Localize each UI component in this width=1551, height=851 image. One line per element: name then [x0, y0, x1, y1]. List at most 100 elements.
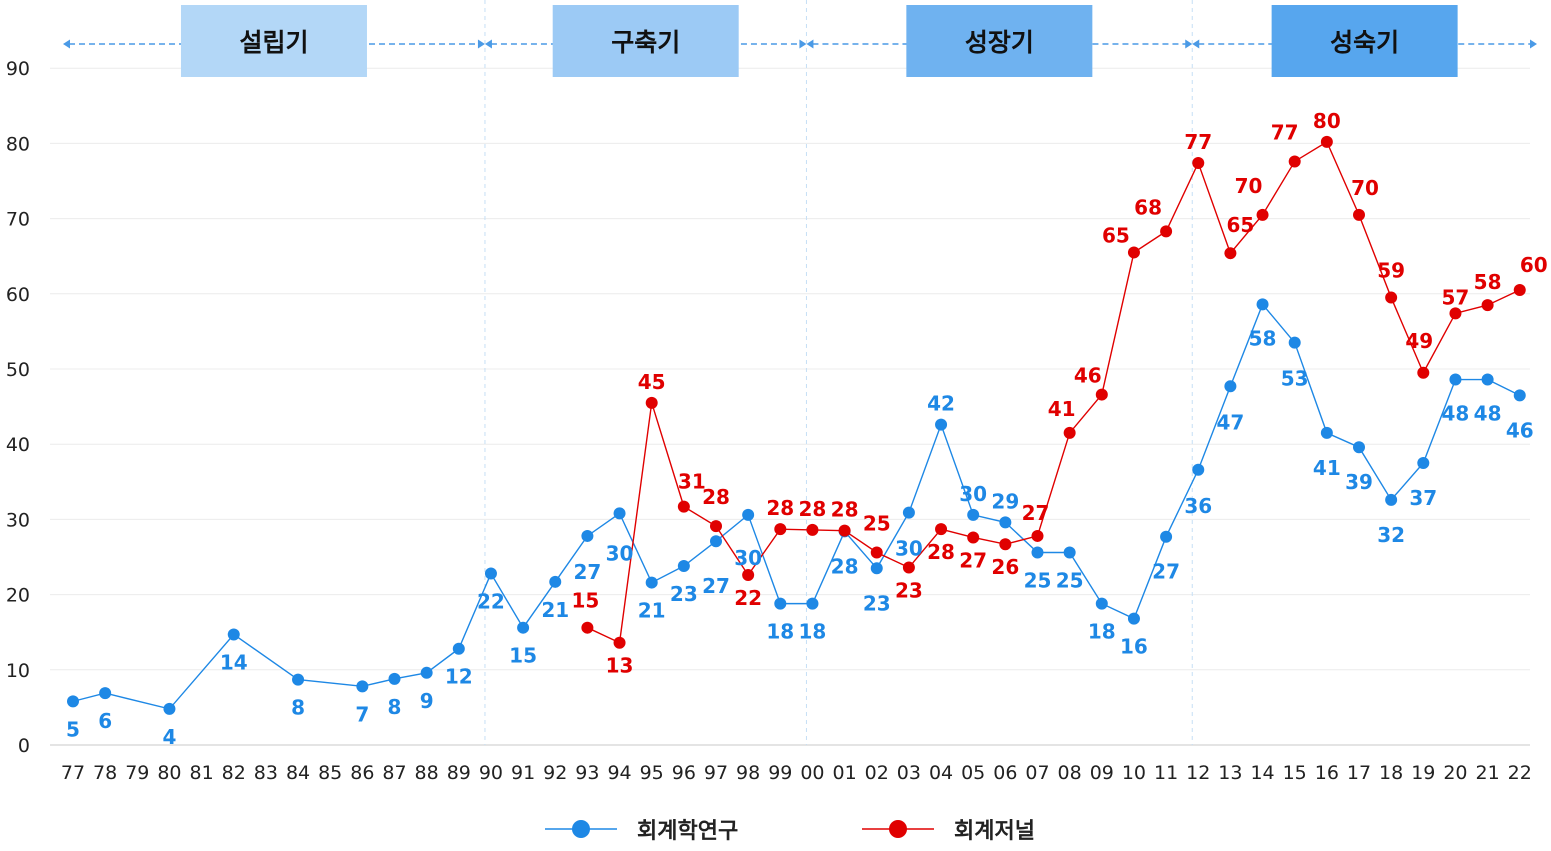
- x-tick-label: 91: [511, 762, 535, 784]
- data-point: [452, 642, 465, 655]
- series-layer: [67, 135, 1526, 715]
- data-label-series-1: 28: [831, 554, 859, 578]
- period-label: 성장기: [965, 28, 1034, 57]
- period-label: 구축기: [611, 28, 680, 57]
- data-point: [1095, 597, 1108, 610]
- x-tick-label: 88: [415, 762, 439, 784]
- data-label-series-2: 46: [1074, 364, 1102, 388]
- data-point: [774, 523, 787, 536]
- data-point: [420, 666, 433, 679]
- x-tick-label: 00: [800, 762, 824, 784]
- period-box: [552, 5, 739, 77]
- data-label-series-1: 21: [541, 598, 569, 622]
- data-point: [902, 506, 915, 519]
- data-point: [645, 576, 658, 589]
- data-label-series-1: 29: [991, 489, 1019, 513]
- data-label-series-2: 28: [799, 497, 827, 521]
- data-point: [613, 507, 626, 520]
- x-tick-label: 87: [382, 762, 406, 784]
- x-tick-label: 96: [672, 762, 696, 784]
- data-point: [838, 524, 851, 537]
- data-point: [999, 516, 1012, 529]
- data-point: [1513, 284, 1526, 297]
- data-point: [1288, 155, 1301, 168]
- data-point: [645, 396, 658, 409]
- data-point: [1385, 493, 1398, 506]
- data-label-series-1: 27: [1152, 560, 1180, 584]
- data-label-series-2: 41: [1048, 397, 1076, 421]
- x-tick-label: 84: [286, 762, 310, 784]
- data-point: [1160, 225, 1173, 238]
- data-point: [1031, 546, 1044, 559]
- data-point: [1481, 299, 1494, 312]
- data-label-series-1: 47: [1216, 410, 1244, 434]
- x-tick-label: 98: [736, 762, 760, 784]
- data-point: [677, 500, 690, 513]
- data-label-series-1: 46: [1506, 418, 1534, 442]
- x-tick-label: 77: [61, 762, 85, 784]
- data-label-series-1: 4: [162, 725, 176, 749]
- data-label-series-2: 77: [1271, 120, 1299, 144]
- x-tick-label: 12: [1186, 762, 1210, 784]
- data-point: [1417, 366, 1430, 379]
- data-label-series-2: 77: [1184, 130, 1212, 154]
- data-label-series-2: 70: [1351, 176, 1379, 200]
- data-point: [935, 418, 948, 431]
- y-tick-label: 60: [6, 284, 30, 306]
- period-box: [906, 5, 1093, 77]
- data-label-series-1: 23: [670, 582, 698, 606]
- x-tick-label: 20: [1443, 762, 1467, 784]
- x-tick-label: 11: [1154, 762, 1178, 784]
- data-label-series-1: 5: [66, 717, 80, 741]
- data-point: [999, 538, 1012, 551]
- y-tick-label: 30: [6, 509, 30, 531]
- data-label-series-1: 9: [420, 689, 434, 713]
- data-label-series-2: 58: [1474, 270, 1502, 294]
- data-point: [1256, 298, 1269, 311]
- data-point: [1353, 208, 1365, 221]
- data-point: [1417, 457, 1430, 469]
- y-tick-label: 20: [6, 585, 30, 607]
- series-line-2: [587, 140, 1521, 644]
- x-tick-label: 01: [833, 762, 857, 784]
- data-label-series-2: 26: [991, 555, 1019, 579]
- data-label-series-2: 45: [638, 370, 666, 394]
- period-box: [1271, 5, 1458, 77]
- data-label-series-1: 48: [1442, 402, 1470, 426]
- series-line-1: [72, 302, 1521, 710]
- data-label-series-2: 22: [734, 586, 762, 610]
- data-point: [742, 508, 755, 521]
- data-label-series-1: 30: [895, 537, 923, 561]
- x-tick-label: 78: [93, 762, 117, 784]
- data-point: [1224, 247, 1237, 260]
- data-label-series-2: 60: [1520, 253, 1548, 277]
- data-label-series-1: 6: [98, 709, 112, 733]
- y-axis: 0 10 20 30 40 50 60 70 80 90: [6, 58, 30, 757]
- data-point: [1513, 389, 1526, 402]
- data-point: [710, 535, 722, 548]
- data-point: [67, 695, 79, 708]
- data-label-series-2: 49: [1405, 329, 1433, 353]
- legend-label: 회계저널: [954, 819, 1035, 844]
- data-point: [1160, 530, 1173, 543]
- data-label-series-1: 30: [959, 482, 987, 506]
- data-point: [1320, 426, 1333, 439]
- x-tick-label: 06: [993, 762, 1017, 784]
- data-label-series-1: 18: [766, 620, 794, 644]
- x-tick-label: 86: [350, 762, 374, 784]
- y-tick-label: 70: [6, 209, 30, 231]
- data-point: [870, 546, 883, 559]
- data-label-series-1: 42: [927, 392, 955, 416]
- data-point: [1127, 246, 1140, 259]
- data-point: [774, 597, 787, 610]
- arrow-left-icon: [806, 39, 814, 49]
- data-label-series-2: 28: [927, 540, 955, 564]
- data-point: [806, 523, 819, 536]
- data-label-series-2: 27: [1022, 501, 1050, 525]
- data-point: [935, 523, 948, 536]
- data-point: [549, 575, 562, 588]
- y-tick-label: 10: [6, 660, 30, 682]
- data-point: [806, 597, 819, 610]
- x-tick-label: 79: [125, 762, 149, 784]
- data-point: [581, 529, 594, 542]
